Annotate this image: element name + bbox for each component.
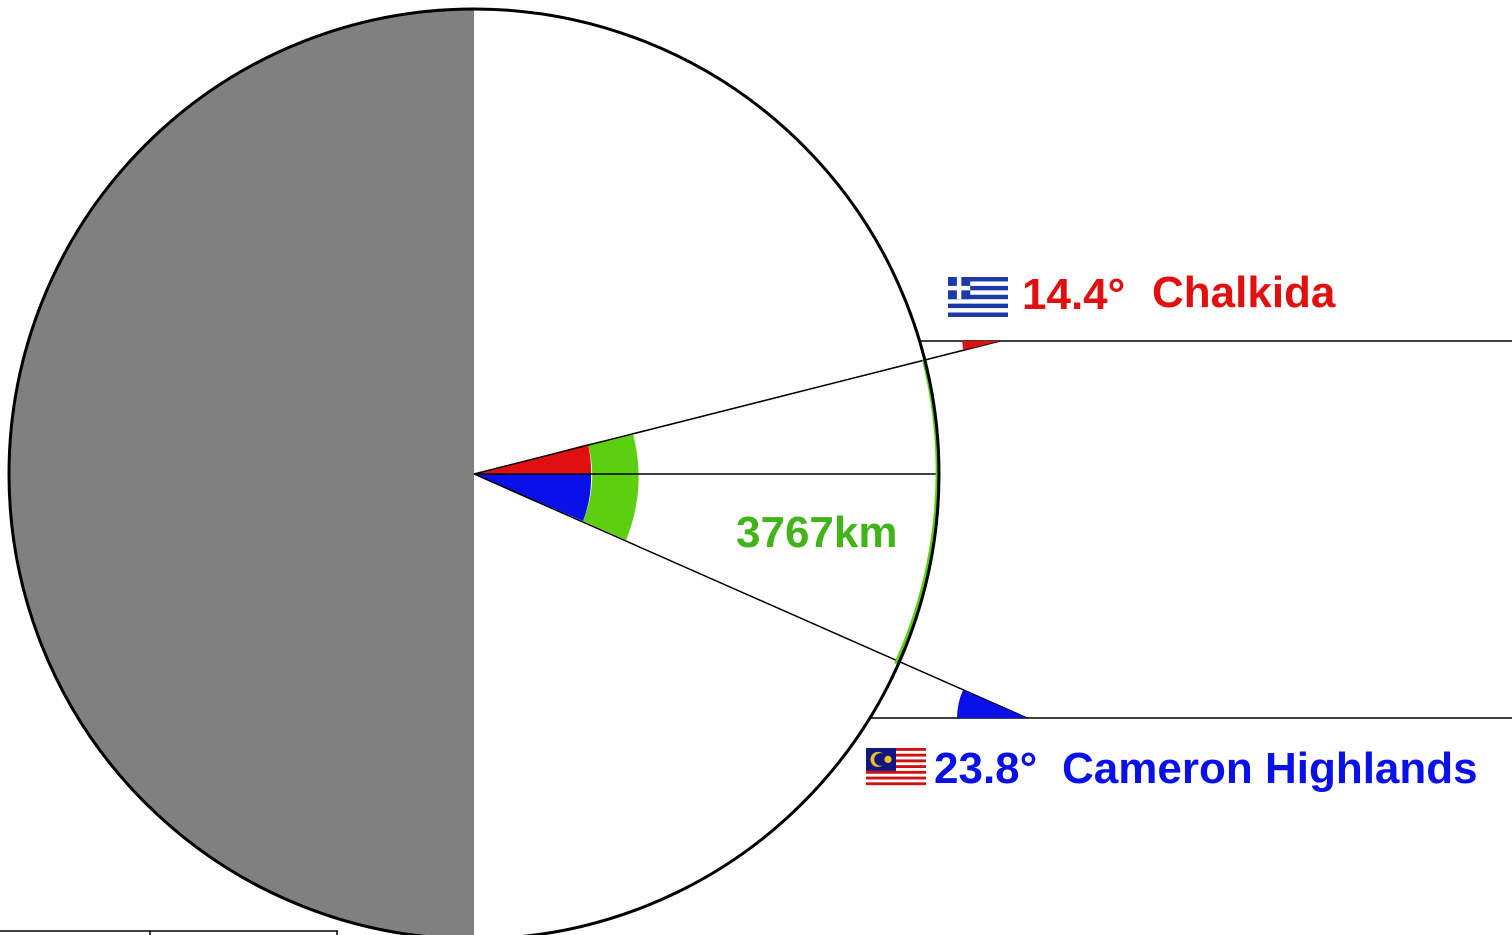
radius-to-chalkida <box>473 340 1001 475</box>
radius-to-cameron <box>473 473 1028 719</box>
malaysia-flag-icon <box>866 748 926 788</box>
arc-distance-label: 3767km <box>736 508 897 557</box>
earth-night-side <box>9 9 474 935</box>
surface-angle-cameron <box>957 690 1027 718</box>
surface-angle-chalkida <box>962 341 1000 350</box>
earth-outline <box>7 7 941 935</box>
chalkida-angle-label: 14.4° <box>1022 270 1125 319</box>
chalkida-name-label: Chalkida <box>1152 268 1336 317</box>
center-angle-arc-band <box>583 434 639 540</box>
cameron-name-label: Cameron Highlands <box>1062 744 1478 793</box>
cameron-angle-label: 23.8° <box>934 744 1037 793</box>
greece-flag-icon <box>948 277 1008 317</box>
center-angle-cameron <box>474 474 592 521</box>
